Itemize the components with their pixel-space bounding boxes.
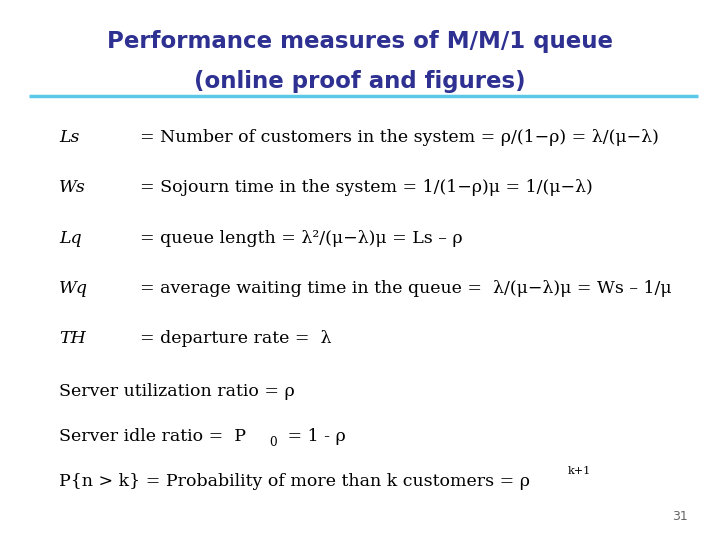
Text: = departure rate =  λ: = departure rate = λ <box>140 330 332 347</box>
Text: = queue length = λ²/(μ−λ)μ = Ls – ρ: = queue length = λ²/(μ−λ)μ = Ls – ρ <box>140 230 463 247</box>
Text: Server utilization ratio = ρ: Server utilization ratio = ρ <box>59 383 294 400</box>
Text: 0: 0 <box>269 436 277 449</box>
Text: Performance measures of M/M/1 queue: Performance measures of M/M/1 queue <box>107 30 613 53</box>
Text: Wq: Wq <box>59 280 88 297</box>
Text: Lq: Lq <box>59 230 81 247</box>
Text: Server idle ratio =  P: Server idle ratio = P <box>59 428 246 445</box>
Text: 31: 31 <box>672 510 688 523</box>
Text: P{n > k} = Probability of more than k customers = ρ: P{n > k} = Probability of more than k cu… <box>59 472 530 490</box>
Text: (online proof and figures): (online proof and figures) <box>194 70 526 93</box>
Text: Ls: Ls <box>59 129 79 146</box>
Text: Ws: Ws <box>59 179 86 197</box>
Text: = average waiting time in the queue =  λ/(μ−λ)μ = Ws – 1/μ: = average waiting time in the queue = λ/… <box>140 280 672 297</box>
Text: k+1: k+1 <box>567 466 590 476</box>
Text: TH: TH <box>59 330 86 347</box>
Text: = Number of customers in the system = ρ/(1−ρ) = λ/(μ−λ): = Number of customers in the system = ρ/… <box>140 129 660 146</box>
Text: = Sojourn time in the system = 1/(1−ρ)μ = 1/(μ−λ): = Sojourn time in the system = 1/(1−ρ)μ … <box>140 179 593 197</box>
Text: = 1 - ρ: = 1 - ρ <box>282 428 346 445</box>
